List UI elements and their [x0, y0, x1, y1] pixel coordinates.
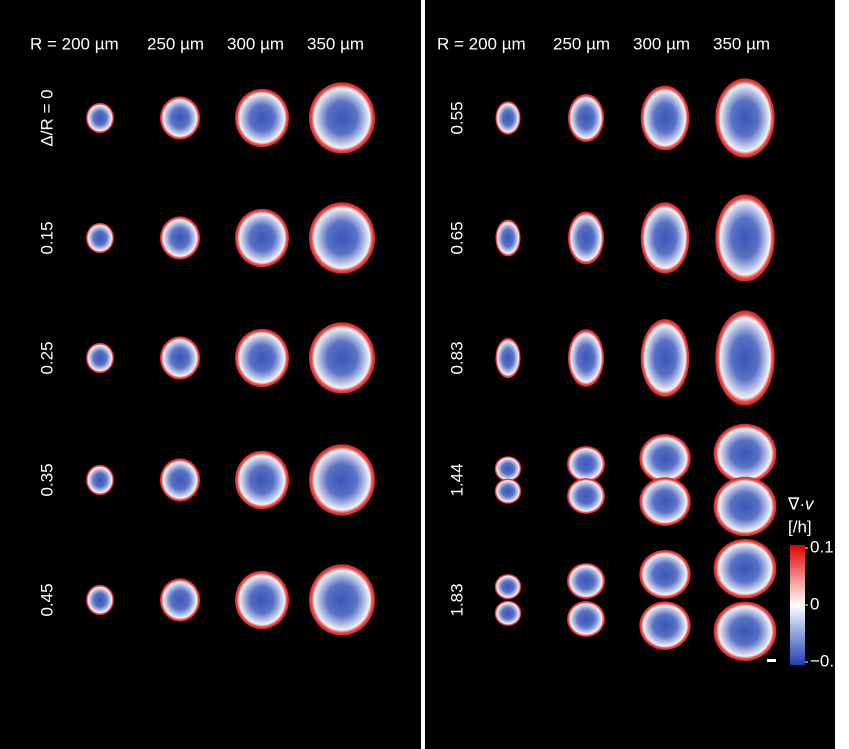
- cell-image: [495, 479, 522, 504]
- column-header: 250 µm: [553, 34, 610, 53]
- column-header: 350 µm: [713, 34, 770, 53]
- cell-image: [86, 343, 114, 373]
- cell-image: [309, 444, 375, 515]
- cell-image: [568, 94, 604, 142]
- cell-image: [495, 101, 520, 135]
- cell-image: [714, 477, 777, 536]
- cell-image: [86, 103, 114, 133]
- cell-image: [639, 601, 690, 650]
- row-label: 1.83: [447, 583, 466, 616]
- row-label: Δ/R = 0: [37, 89, 56, 146]
- cell-image: [567, 563, 605, 599]
- colorbar-tick-label: 0.1: [810, 537, 834, 556]
- cell-image: [495, 220, 520, 257]
- column-header: R = 200 µm: [30, 34, 119, 53]
- cell-image: [160, 216, 200, 259]
- cell-image: [641, 202, 690, 273]
- cell-image: [495, 338, 520, 378]
- row-label: 1.44: [447, 463, 466, 496]
- cell-image: [567, 478, 605, 514]
- row-label: 0.25: [37, 341, 56, 374]
- colorbar-unit: [/h]: [788, 517, 812, 536]
- row-label: 0.55: [447, 101, 466, 134]
- cell-image: [495, 601, 522, 626]
- cell-image: [309, 564, 375, 635]
- cell-image: [160, 458, 200, 501]
- cell-image: [715, 78, 774, 157]
- colorbar-label: ∇·v: [787, 494, 815, 513]
- cell-image: [86, 585, 114, 615]
- colorbar-tick-label: −0.1: [810, 651, 844, 670]
- row-label: 0.15: [37, 221, 56, 254]
- cell-image: [495, 574, 522, 599]
- column-header: 300 µm: [227, 34, 284, 53]
- cell-image: [567, 446, 605, 482]
- cell-image: [160, 578, 200, 621]
- column-header: 250 µm: [147, 34, 204, 53]
- cell-image: [235, 329, 289, 387]
- cell-image: [160, 96, 200, 139]
- cell-image: [160, 336, 200, 379]
- cell-image: [714, 539, 777, 598]
- scale-bar: [767, 659, 776, 662]
- cell-image: [714, 424, 777, 483]
- row-label: 0.65: [447, 221, 466, 254]
- cell-image: [641, 86, 690, 151]
- cell-image: [639, 434, 690, 483]
- colorbar-tick-label: 0: [810, 594, 819, 613]
- row-label: 0.35: [37, 463, 56, 496]
- cell-image: [495, 456, 522, 481]
- row-label: 0.83: [447, 341, 466, 374]
- cell-image: [639, 477, 690, 526]
- cell-image: [568, 329, 604, 387]
- cell-image: [641, 319, 690, 397]
- colorbar: [790, 545, 805, 665]
- cell-image: [714, 602, 777, 661]
- row-label: 0.45: [37, 583, 56, 616]
- cell-image: [568, 212, 604, 265]
- cell-image: [639, 550, 690, 599]
- column-header: 350 µm: [307, 34, 364, 53]
- cell-image: [309, 202, 375, 273]
- column-header: 300 µm: [633, 34, 690, 53]
- cell-image: [309, 322, 375, 393]
- cell-image: [86, 223, 114, 253]
- cell-image: [309, 82, 375, 153]
- column-header: R = 200 µm: [437, 34, 526, 53]
- cell-image: [715, 194, 774, 281]
- figure: R = 200 µm 250 µm 300 µm 350 µm Δ/R = 0 0.15 0…: [0, 0, 849, 749]
- cell-image: [567, 601, 605, 637]
- cell-image: [715, 310, 774, 405]
- cell-image: [235, 451, 289, 509]
- cell-image: [235, 89, 289, 147]
- cell-image: [86, 465, 114, 495]
- cell-image: [235, 571, 289, 629]
- cell-image: [235, 209, 289, 267]
